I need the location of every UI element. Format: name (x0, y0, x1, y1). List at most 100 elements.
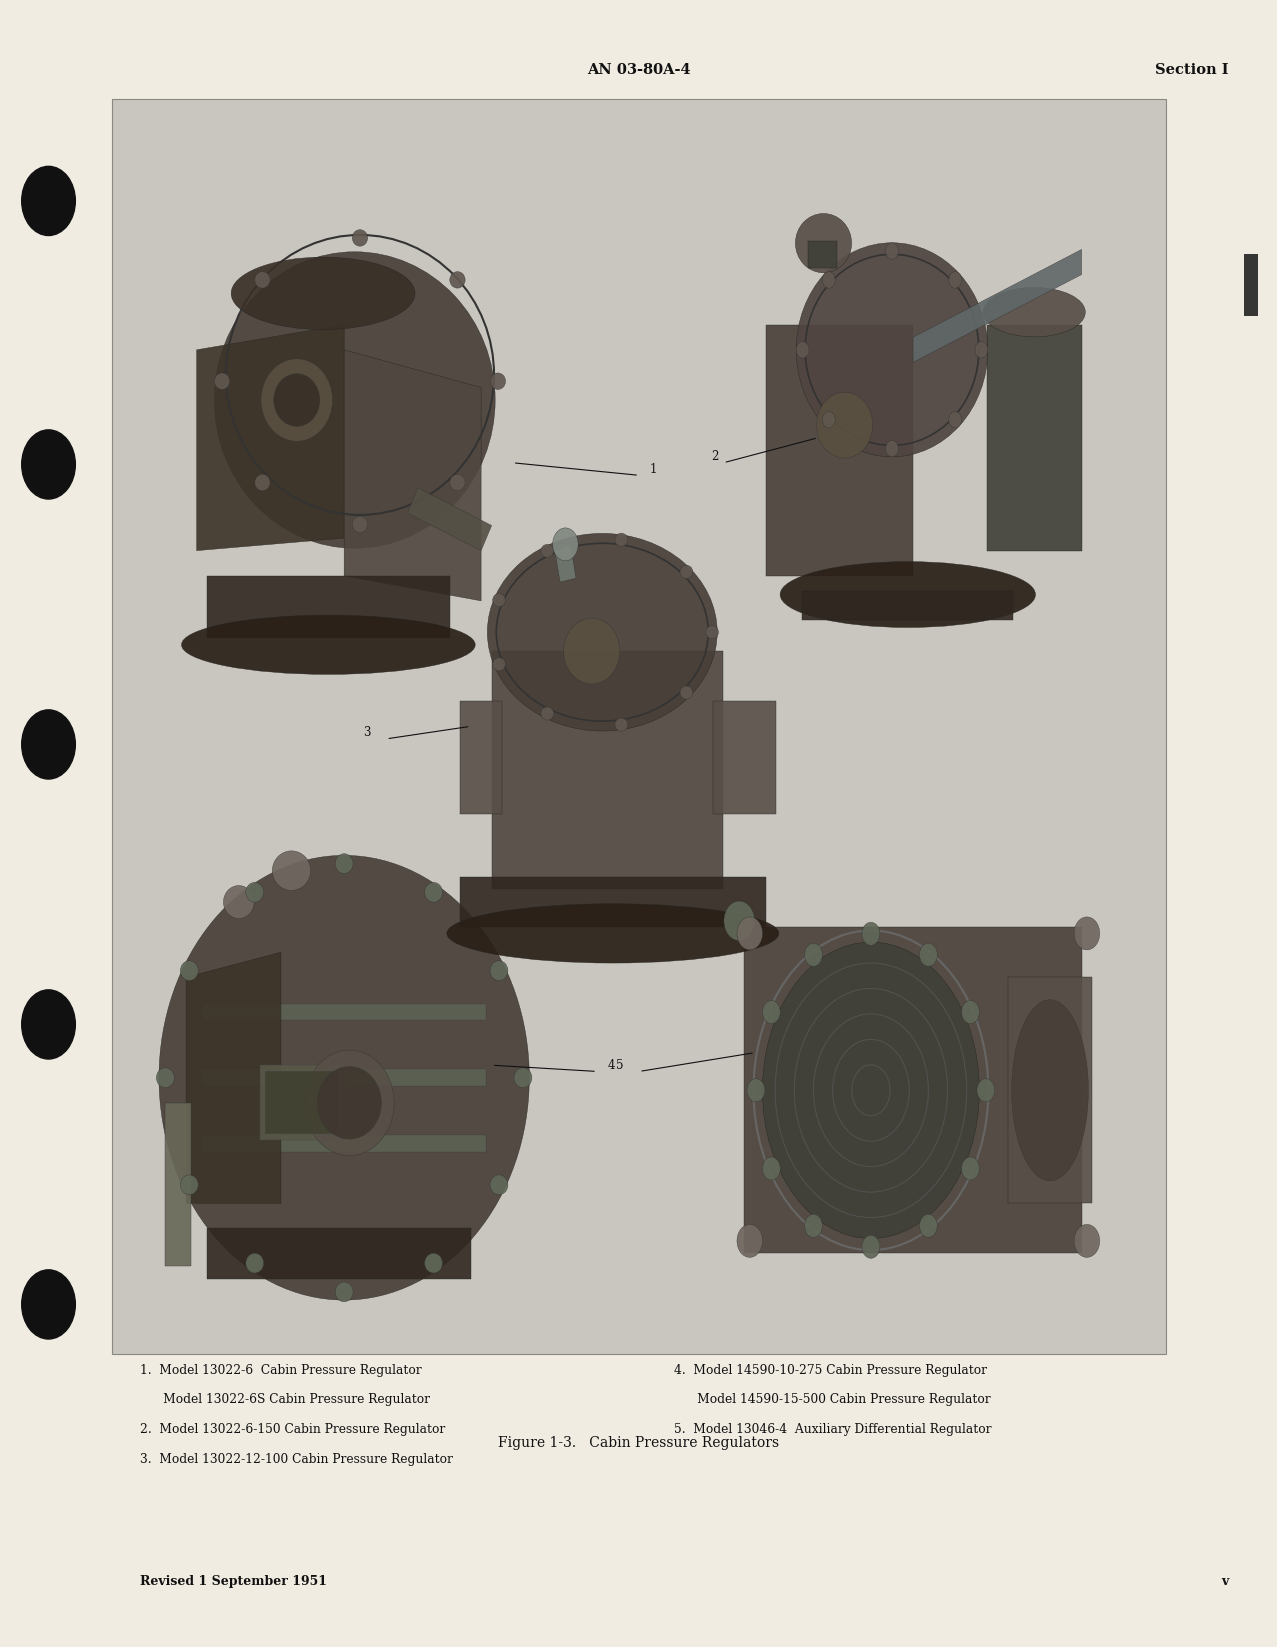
Polygon shape (460, 876, 765, 927)
Text: v: v (1221, 1575, 1228, 1588)
Ellipse shape (255, 474, 271, 491)
Text: Revised 1 September 1951: Revised 1 September 1951 (140, 1575, 327, 1588)
Ellipse shape (1074, 917, 1099, 950)
Ellipse shape (255, 272, 271, 288)
Ellipse shape (862, 922, 880, 945)
Ellipse shape (706, 626, 719, 639)
Ellipse shape (158, 855, 529, 1299)
Ellipse shape (541, 544, 554, 557)
Ellipse shape (796, 341, 808, 357)
Polygon shape (987, 324, 1082, 550)
Text: 1: 1 (650, 463, 658, 476)
Polygon shape (165, 1103, 192, 1267)
Ellipse shape (215, 372, 230, 389)
Ellipse shape (513, 1067, 531, 1087)
Ellipse shape (681, 685, 693, 698)
Bar (266, 1072, 338, 1135)
Polygon shape (554, 545, 576, 581)
Ellipse shape (245, 1253, 263, 1273)
Ellipse shape (424, 883, 443, 903)
Ellipse shape (737, 917, 762, 950)
Ellipse shape (885, 242, 898, 259)
Ellipse shape (180, 960, 198, 980)
Text: Model 14590-15-500 Cabin Pressure Regulator: Model 14590-15-500 Cabin Pressure Regula… (674, 1393, 991, 1407)
Polygon shape (202, 1135, 487, 1151)
Text: AN 03-80A-4: AN 03-80A-4 (586, 63, 691, 77)
Ellipse shape (563, 618, 619, 684)
Ellipse shape (976, 341, 988, 357)
Ellipse shape (318, 1067, 382, 1140)
Polygon shape (913, 249, 1082, 362)
Ellipse shape (780, 562, 1036, 628)
Ellipse shape (245, 883, 263, 903)
Ellipse shape (805, 944, 822, 967)
Ellipse shape (747, 1079, 765, 1102)
Ellipse shape (272, 851, 310, 891)
Polygon shape (1008, 977, 1092, 1204)
Ellipse shape (352, 516, 368, 532)
Ellipse shape (490, 1174, 508, 1194)
Ellipse shape (490, 372, 506, 389)
Polygon shape (207, 576, 450, 639)
Ellipse shape (493, 593, 506, 606)
Ellipse shape (450, 474, 465, 491)
Ellipse shape (352, 229, 368, 245)
Ellipse shape (447, 904, 779, 963)
Ellipse shape (156, 1067, 174, 1087)
Text: 2.  Model 13022-6-150 Cabin Pressure Regulator: 2. Model 13022-6-150 Cabin Pressure Regu… (140, 1423, 446, 1436)
Ellipse shape (862, 1235, 880, 1258)
Polygon shape (202, 1003, 487, 1019)
Bar (112, 99, 1166, 1354)
Polygon shape (765, 324, 913, 576)
Text: Section I: Section I (1154, 63, 1228, 77)
Ellipse shape (762, 1156, 780, 1179)
Ellipse shape (261, 359, 332, 441)
Ellipse shape (223, 886, 254, 919)
Polygon shape (492, 651, 723, 889)
Ellipse shape (335, 853, 352, 873)
Ellipse shape (949, 272, 962, 288)
Text: 3.  Model 13022-12-100 Cabin Pressure Regulator: 3. Model 13022-12-100 Cabin Pressure Reg… (140, 1453, 453, 1466)
Ellipse shape (1011, 1000, 1088, 1181)
Polygon shape (344, 349, 481, 601)
Circle shape (22, 166, 75, 236)
Ellipse shape (805, 1214, 822, 1237)
Ellipse shape (737, 1224, 762, 1257)
Text: 1.  Model 13022-6  Cabin Pressure Regulator: 1. Model 13022-6 Cabin Pressure Regulato… (140, 1364, 423, 1377)
Polygon shape (713, 702, 776, 814)
Polygon shape (802, 591, 1013, 619)
Ellipse shape (797, 242, 988, 456)
Ellipse shape (796, 214, 852, 273)
Ellipse shape (962, 1000, 979, 1023)
Ellipse shape (450, 272, 465, 288)
Polygon shape (460, 702, 502, 814)
Ellipse shape (273, 374, 319, 427)
Ellipse shape (490, 960, 508, 980)
Ellipse shape (816, 392, 872, 458)
Text: Figure 1-3.   Cabin Pressure Regulators: Figure 1-3. Cabin Pressure Regulators (498, 1436, 779, 1451)
Polygon shape (407, 488, 492, 550)
Ellipse shape (424, 1253, 443, 1273)
Ellipse shape (488, 534, 718, 731)
Ellipse shape (305, 1051, 395, 1156)
Ellipse shape (724, 901, 755, 940)
Polygon shape (186, 952, 281, 1204)
Circle shape (22, 430, 75, 499)
Ellipse shape (983, 288, 1085, 338)
Bar (1244, 254, 1258, 316)
Text: 3: 3 (363, 726, 370, 740)
Ellipse shape (919, 944, 937, 967)
Ellipse shape (541, 707, 554, 720)
Bar (807, 240, 838, 268)
Polygon shape (207, 1229, 471, 1278)
Ellipse shape (553, 529, 578, 562)
Ellipse shape (231, 257, 415, 329)
Ellipse shape (977, 1079, 995, 1102)
Ellipse shape (962, 1156, 979, 1179)
Ellipse shape (616, 718, 628, 731)
Polygon shape (744, 927, 1082, 1253)
Bar (261, 1066, 345, 1140)
Ellipse shape (822, 412, 835, 428)
Ellipse shape (885, 440, 898, 456)
Ellipse shape (822, 272, 835, 288)
